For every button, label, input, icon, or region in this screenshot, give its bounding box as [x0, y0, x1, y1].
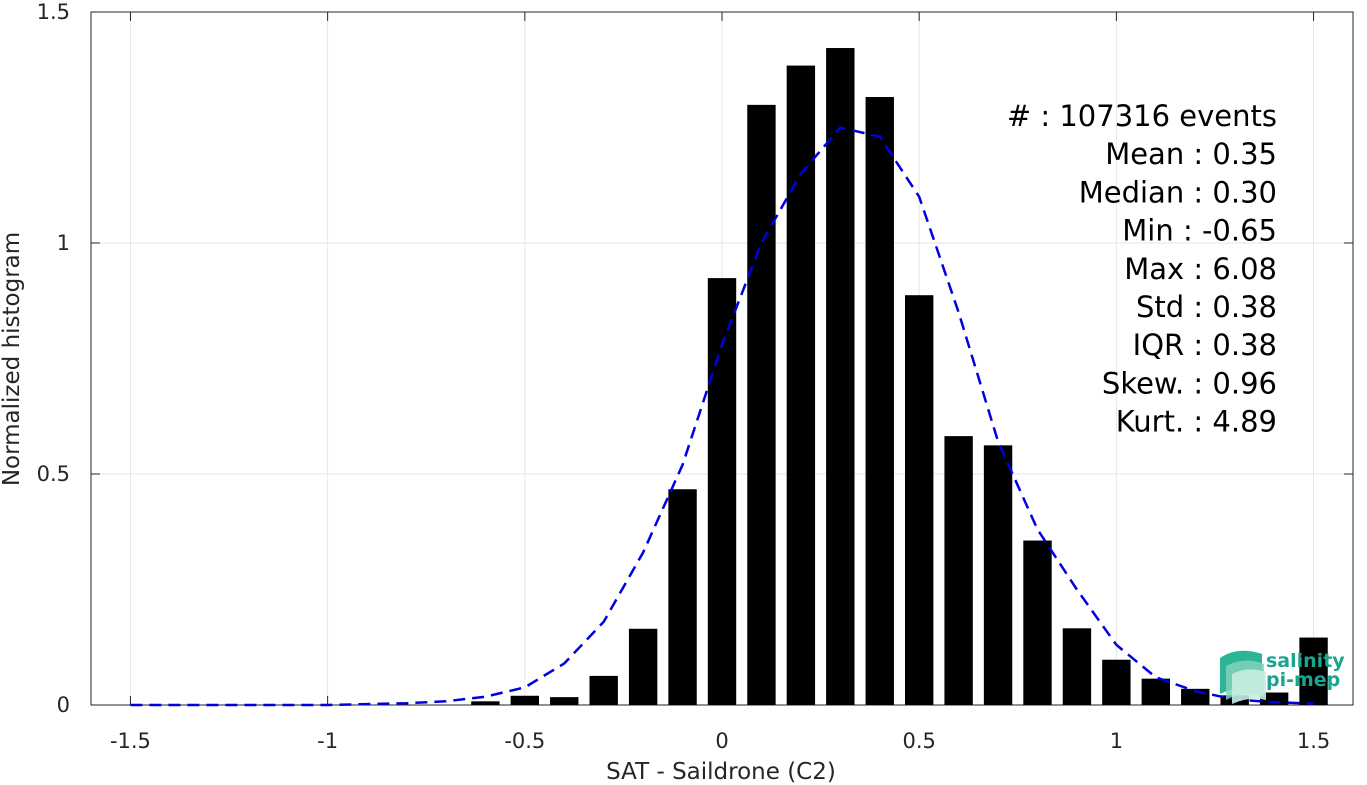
histogram-bars	[471, 48, 1328, 706]
histogram-bar	[865, 97, 894, 706]
stats-separator: :	[1193, 175, 1203, 209]
stats-separator: :	[1193, 366, 1203, 400]
stats-value: 6.08	[1203, 252, 1277, 286]
x-tick-label: 0	[715, 729, 728, 753]
stats-line: Kurt. : 4.89	[1116, 405, 1277, 439]
stats-label: Std	[1136, 290, 1193, 324]
stats-line: IQR : 0.38	[1133, 328, 1277, 362]
x-axis-label: SAT - Saildrone (C2)	[606, 759, 836, 785]
stats-value: 0.38	[1203, 290, 1277, 324]
stats-line: Max : 6.08	[1124, 252, 1277, 286]
stats-label: Median	[1079, 175, 1194, 209]
stats-separator: :	[1193, 252, 1203, 286]
histogram-bar	[1062, 628, 1092, 705]
histogram-bar	[944, 436, 973, 705]
stats-box: # : 107316 events Mean : 0.35 Median : 0.3…	[1007, 99, 1277, 439]
y-tick-label: 0.5	[37, 462, 70, 486]
salinity-wave-logo-icon	[1220, 650, 1266, 704]
x-tick-label: 0.5	[902, 729, 935, 753]
stats-value: 0.96	[1203, 366, 1277, 400]
histogram-bar	[904, 295, 934, 705]
histogram-bar	[1259, 692, 1289, 705]
stats-value: 0.30	[1203, 175, 1277, 209]
y-axis-label: Normalized histogram	[0, 232, 25, 486]
histogram-bar	[471, 701, 500, 705]
stats-label: Mean	[1105, 137, 1193, 171]
stats-value: 0.38	[1203, 328, 1277, 362]
x-tick-label: 1	[1110, 729, 1123, 753]
y-tick-label: 1.5	[37, 0, 70, 24]
x-tick-label: -1	[317, 729, 338, 753]
stats-line: # : 107316 events	[1007, 99, 1277, 133]
histogram-bar	[628, 628, 658, 705]
x-tick-label: -0.5	[504, 729, 545, 753]
histogram-bar	[786, 65, 816, 706]
y-tick-label: 0	[57, 693, 70, 717]
logo-text-line2: pi-mep	[1266, 669, 1340, 691]
stats-line: Median : 0.30	[1079, 175, 1277, 209]
stats-label: IQR	[1133, 328, 1194, 362]
stats-separator: :	[1193, 290, 1203, 324]
stats-label: #	[1007, 99, 1041, 133]
stats-line: Min : -0.65	[1122, 214, 1277, 248]
histogram-bar	[1102, 659, 1131, 705]
y-tick-label: 1	[57, 231, 70, 255]
stats-separator: :	[1193, 328, 1203, 362]
stats-separator: :	[1183, 214, 1193, 248]
histogram-bar	[668, 489, 697, 705]
stats-label: Kurt.	[1116, 405, 1194, 439]
stats-line: Std : 0.38	[1136, 290, 1277, 324]
salinity-pimep-logo: salinity pi-mep	[1220, 650, 1345, 704]
histogram-bar	[1299, 637, 1328, 705]
histogram-bar	[510, 695, 540, 705]
stats-value: -0.65	[1193, 214, 1277, 248]
stats-value: 107316 events	[1050, 99, 1277, 133]
stats-value: 4.89	[1203, 405, 1277, 439]
stats-label: Min	[1122, 214, 1183, 248]
stats-separator: :	[1193, 405, 1203, 439]
x-tick-label: 1.5	[1297, 729, 1330, 753]
histogram-bar	[747, 104, 776, 705]
stats-label: Max	[1124, 252, 1193, 286]
x-tick-label: -1.5	[110, 729, 151, 753]
fit-curve	[130, 126, 1314, 707]
histogram-bar	[550, 697, 579, 705]
histogram-bar	[589, 675, 618, 705]
histogram-bar	[1141, 678, 1171, 705]
stats-label: Skew.	[1102, 366, 1194, 400]
stats-separator: :	[1040, 99, 1050, 133]
stats-value: 0.35	[1203, 137, 1277, 171]
histogram-bar	[983, 445, 1013, 705]
histogram-bar	[826, 48, 855, 705]
stats-separator: :	[1193, 137, 1203, 171]
histogram-bar	[707, 278, 737, 705]
logo-text-line1: salinity	[1266, 650, 1345, 672]
x-tick-labels: -1.5 -1 -0.5 0 0.5 1 1.5	[110, 729, 1330, 753]
stats-line: Skew. : 0.96	[1102, 366, 1277, 400]
histogram-bar	[1023, 540, 1052, 705]
y-tick-labels: 0 0.5 1 1.5	[37, 0, 70, 717]
stats-line: Mean : 0.35	[1105, 137, 1277, 171]
